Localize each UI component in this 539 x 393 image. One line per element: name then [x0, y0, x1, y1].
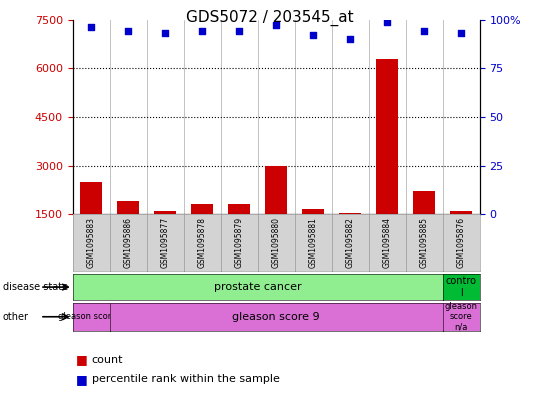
- Bar: [80, 182, 102, 263]
- Bar: [154, 211, 176, 263]
- Text: GDS5072 / 203545_at: GDS5072 / 203545_at: [186, 10, 353, 26]
- Bar: [450, 211, 472, 263]
- Text: count: count: [92, 354, 123, 365]
- Point: [124, 28, 133, 35]
- Text: GSM1095885: GSM1095885: [420, 217, 429, 268]
- Text: contro
l: contro l: [446, 276, 476, 298]
- Text: ■: ■: [75, 373, 87, 386]
- Bar: [228, 204, 250, 263]
- Point: [457, 30, 466, 37]
- Text: ■: ■: [75, 353, 87, 366]
- Text: GSM1095883: GSM1095883: [87, 217, 96, 268]
- Point: [383, 18, 391, 25]
- Point: [198, 28, 206, 35]
- Text: GSM1095880: GSM1095880: [272, 217, 281, 268]
- Bar: [302, 209, 324, 263]
- Point: [161, 30, 170, 37]
- Text: GSM1095877: GSM1095877: [161, 217, 170, 268]
- Text: GSM1095876: GSM1095876: [457, 217, 466, 268]
- Text: gleason score 8: gleason score 8: [58, 312, 125, 321]
- Bar: [376, 59, 398, 263]
- Point: [420, 28, 429, 35]
- Bar: [117, 201, 140, 263]
- Text: GSM1095882: GSM1095882: [345, 217, 355, 268]
- Point: [346, 36, 355, 42]
- Text: gleason
score
n/a: gleason score n/a: [445, 302, 478, 332]
- Text: GSM1095879: GSM1095879: [235, 217, 244, 268]
- Text: GSM1095886: GSM1095886: [124, 217, 133, 268]
- Bar: [413, 191, 436, 263]
- Text: GSM1095878: GSM1095878: [198, 217, 207, 268]
- Bar: [191, 204, 213, 263]
- Point: [272, 22, 281, 29]
- Point: [87, 24, 95, 31]
- Text: disease state: disease state: [3, 282, 68, 292]
- Point: [309, 32, 317, 39]
- Text: other: other: [3, 312, 29, 322]
- Text: percentile rank within the sample: percentile rank within the sample: [92, 374, 280, 384]
- Text: gleason score 9: gleason score 9: [232, 312, 320, 322]
- Text: prostate cancer: prostate cancer: [214, 282, 301, 292]
- Text: GSM1095881: GSM1095881: [309, 217, 317, 268]
- Bar: [339, 213, 361, 263]
- Point: [235, 28, 244, 35]
- Text: GSM1095884: GSM1095884: [383, 217, 392, 268]
- Bar: [265, 165, 287, 263]
